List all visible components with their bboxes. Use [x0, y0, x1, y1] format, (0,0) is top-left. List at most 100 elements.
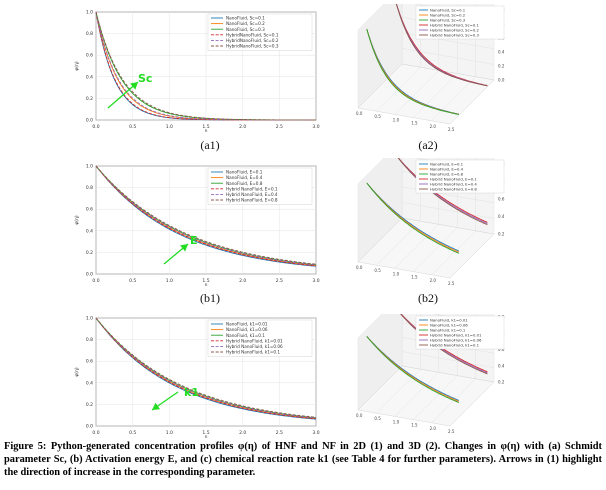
grid-line-z — [401, 351, 495, 368]
x-tick-label: 3.0 — [312, 278, 319, 284]
series-line-6 — [400, 314, 488, 375]
z-tick-label: 0.4 — [498, 363, 505, 368]
legend-label-4: Hybrid NanoFluid, E=0.1 — [226, 186, 278, 191]
grid-line-floor — [431, 230, 476, 275]
y-tick-label: 0.0 — [86, 118, 93, 124]
grid-line-floor — [413, 227, 458, 272]
y-tick-label: 0.4 — [86, 380, 93, 386]
legend-label-2: NanoFluid, Sc=0.2 — [430, 13, 466, 18]
legend-label-2: NanoFluid, k1=0.06 — [430, 323, 468, 328]
grid-line-floor — [413, 73, 458, 118]
legend-label-1: NanoFluid, E=0.1 — [430, 162, 464, 167]
legend-label-4: Hybrid NanoFluid, k1=0.01 — [226, 338, 283, 343]
x-tick-label: 0.0 — [356, 111, 363, 116]
legend-label-6: Hybrid NanoFluid, k1=0.1 — [430, 343, 480, 348]
y-tick-label: 1.0 — [86, 316, 93, 322]
x-tick-label: 1.0 — [166, 430, 173, 436]
z-tick-label: 0.2 — [498, 232, 505, 237]
x-tick-label: 0.5 — [374, 268, 381, 273]
x-tick-label: 0.5 — [129, 124, 136, 130]
x-tick-label: 2.5 — [448, 127, 455, 132]
y-tick-label: 0.2 — [86, 250, 93, 256]
floor — [357, 217, 495, 279]
x-tick-label: 2.5 — [448, 429, 455, 434]
panel-label-b1: (b1) — [200, 291, 220, 305]
legend-label-4: HybridNanoFluid, Sc=0.1 — [226, 32, 279, 37]
floor — [357, 365, 495, 427]
series-line-6 — [95, 11, 316, 121]
chart-c1: 0.0 0.5 1.0 1.5 2.0 2.5 3.0 0.0 0.2 0.4 0.6 0.8 1.0 η… — [74, 316, 320, 439]
panel-label-a1: (a1) — [200, 138, 220, 152]
arrow-label: E — [190, 234, 198, 247]
grid-line-floor — [394, 372, 439, 417]
legend-label-6: Hybrid NanoFluid, E=0.8 — [226, 198, 278, 203]
x-tick-label: 3.0 — [312, 430, 319, 436]
z-tick-label: 0.4 — [498, 214, 505, 219]
x-tick-label: 0.5 — [129, 430, 136, 436]
x-tick-label: 2.0 — [239, 278, 246, 284]
x-axis-label: η — [205, 435, 208, 438]
legend-label-2: NanoFluid, E=0.4 — [430, 167, 464, 172]
x-tick-label: 0.5 — [374, 416, 381, 421]
legend-label-3: NanoFluid, E=0.8 — [430, 172, 464, 177]
grid-line-floor — [413, 375, 458, 420]
y-tick-label: 0.6 — [86, 53, 93, 59]
legend-label-6: Hybrid NanoFluid, Sc=0.3 — [430, 33, 479, 38]
panel-label-a2: (a2) — [418, 138, 438, 152]
x-tick-label: 2.0 — [239, 430, 246, 436]
chart-b1: 0.0 0.5 1.0 1.5 2.0 2.5 3.0 0.0 0.2 0.4 0.6 0.8 1.0 η… — [74, 164, 320, 287]
x-tick-label: 2.0 — [430, 426, 437, 431]
x-axis-label: η — [205, 283, 208, 286]
series-line-3 — [366, 28, 459, 115]
x-tick-label: 2.0 — [430, 278, 437, 283]
legend-label-1: NanoFluid, Sc=0.1 — [430, 8, 466, 13]
series-line-6 — [95, 165, 317, 265]
x-tick-label: 0.5 — [129, 278, 136, 284]
grid-line-floor — [394, 70, 439, 115]
chart-a1: 0.0 0.5 1.0 1.5 2.0 2.5 3.0 0.0 0.2 0.4 0.6 0.8 1.0 η… — [74, 10, 320, 133]
series-line-5 — [95, 165, 317, 266]
legend-label-5: Hybrid NanoFluid, k1=0.06 — [430, 338, 482, 343]
z-tick-label: 0.2 — [498, 380, 505, 385]
legend-label-3: NanoFluid, k1=0.1 — [226, 333, 265, 338]
legend-label-1: NanoFluid, Sc=0.1 — [226, 16, 265, 21]
series-line-5 — [95, 317, 317, 419]
series-line-6 — [397, 158, 488, 226]
arrow-label: k1 — [184, 386, 199, 399]
legend-label-5: Hybrid NanoFluid, k1=0.06 — [226, 344, 283, 349]
x-tick-label: 2.5 — [276, 430, 283, 436]
series-line-3 — [366, 336, 459, 403]
x-axis-label: η — [205, 129, 208, 132]
x-tick-label: 1.0 — [166, 278, 173, 284]
chart-c2: 1.00.80.60.40.2φ(η)0.00.51.01.52.02.5Nan… — [356, 314, 505, 434]
series-line-2 — [366, 182, 459, 253]
panel-label-b2: (b2) — [418, 291, 438, 305]
x-tick-label: 1.5 — [411, 423, 418, 428]
series-line-6 — [95, 317, 317, 418]
z-tick-label: 0.6 — [498, 347, 505, 352]
x-tick-label: 2.0 — [239, 124, 246, 130]
legend-box — [415, 159, 505, 194]
chart-a2: 1.00.80.60.40.20.0φ(η)0.00.51.01.52.02.5… — [356, 4, 505, 132]
y-tick-label: 1.0 — [86, 164, 93, 170]
arrow-label: Sc — [138, 72, 152, 85]
x-tick-label: 1.5 — [202, 430, 209, 436]
series-line-4 — [95, 317, 317, 420]
legend-label-3: NanoFluid, Sc=0.3 — [226, 27, 265, 32]
legend-box — [415, 315, 505, 350]
legend-label-5: Hybrid NanoFluid, E=0.4 — [226, 192, 278, 197]
x-tick-label: 1.0 — [393, 419, 400, 424]
figure-caption: Figure 5: Python-generated concentration… — [4, 441, 602, 479]
legend-label-6: HybridNanoFluid, Sc=0.3 — [226, 44, 279, 49]
x-tick-label: 1.0 — [166, 124, 173, 130]
y-tick-label: 0.2 — [86, 96, 93, 102]
series-line-4 — [95, 165, 317, 267]
legend-box — [207, 319, 313, 357]
x-tick-label: 1.5 — [411, 275, 418, 280]
x-tick-label: 0.0 — [92, 124, 99, 130]
y-tick-label: 0.6 — [86, 207, 93, 213]
increase-arrow-head — [180, 244, 188, 252]
legend-label-4: Hybrid NanoFluid, k1=0.01 — [430, 333, 482, 338]
series-line-1 — [95, 317, 317, 420]
legend-label-1: NanoFluid, E=0.1 — [226, 170, 263, 175]
